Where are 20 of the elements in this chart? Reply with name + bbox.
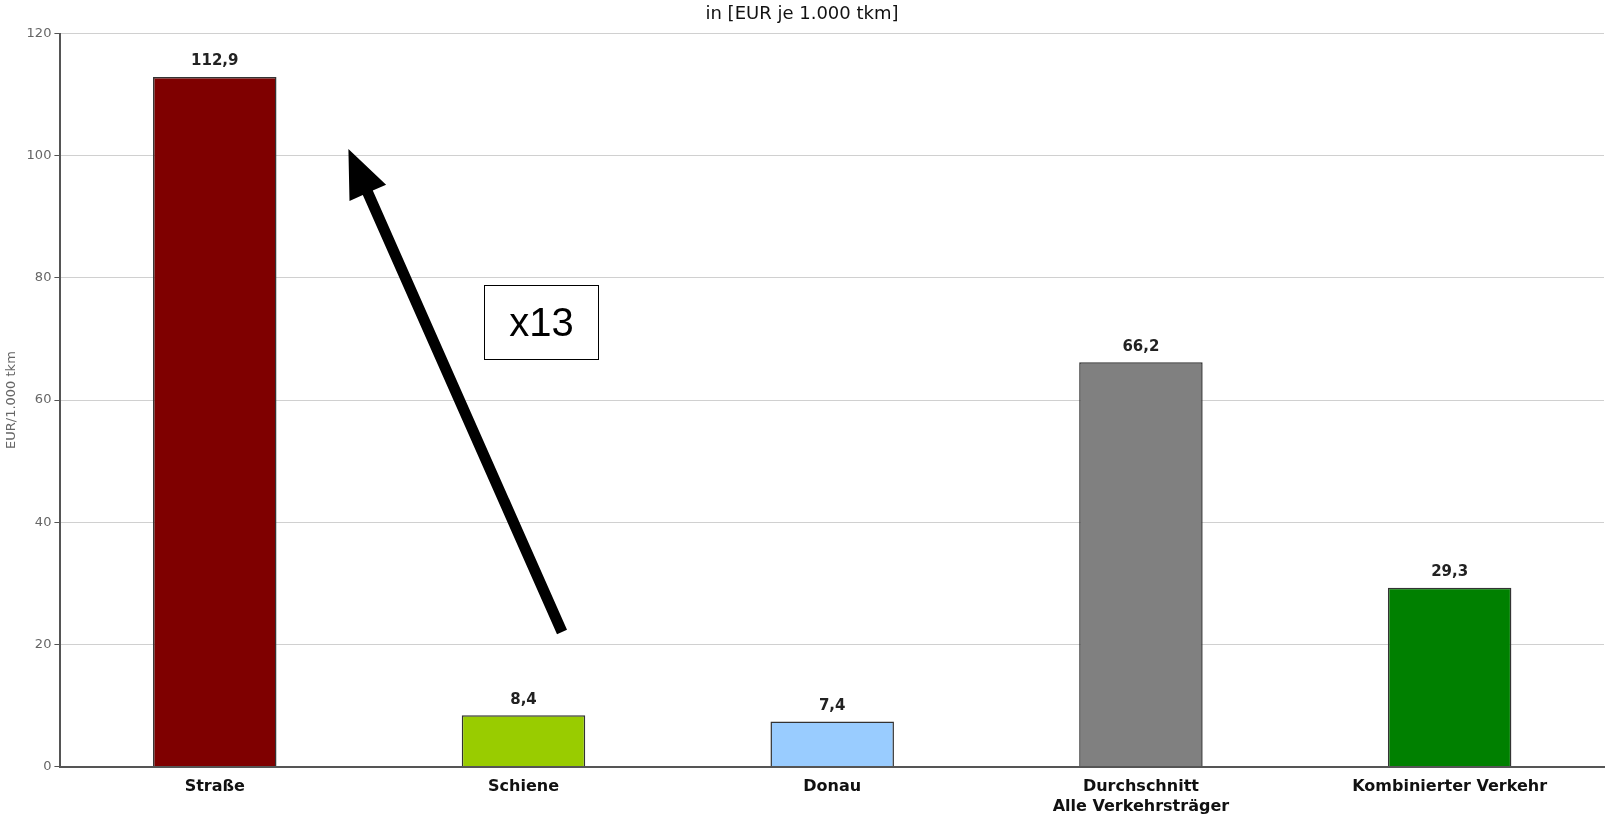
data-label: 66,2	[1122, 336, 1160, 355]
y-tick-label: 80	[34, 269, 52, 285]
x-tick-label: Schiene	[488, 776, 560, 796]
y-tick-label: 40	[34, 513, 52, 529]
y-axis-title: EUR/1.000 tkm	[3, 351, 19, 449]
data-label: 7,4	[818, 695, 846, 714]
x-tick-label: Kombinierter Verkehr	[1352, 776, 1548, 796]
y-tick-label: 60	[34, 391, 52, 407]
data-label: 8,4	[510, 689, 537, 708]
chart-title: in [EUR je 1.000 tkm]	[705, 2, 899, 24]
data-label: 112,9	[191, 51, 239, 70]
data-label: 29,3	[1431, 562, 1469, 581]
y-tick-label: 100	[26, 147, 52, 163]
y-tick-label: 20	[34, 635, 52, 651]
y-tick-label: 0	[43, 757, 52, 773]
x-tick-label: Durchschnitt Alle Verkehrsträger	[1052, 776, 1230, 815]
x-tick-label: Donau	[803, 776, 862, 796]
y-tick-label: 120	[26, 24, 52, 40]
annotation: x13	[484, 285, 599, 360]
x-tick-label: Straße	[184, 776, 246, 796]
